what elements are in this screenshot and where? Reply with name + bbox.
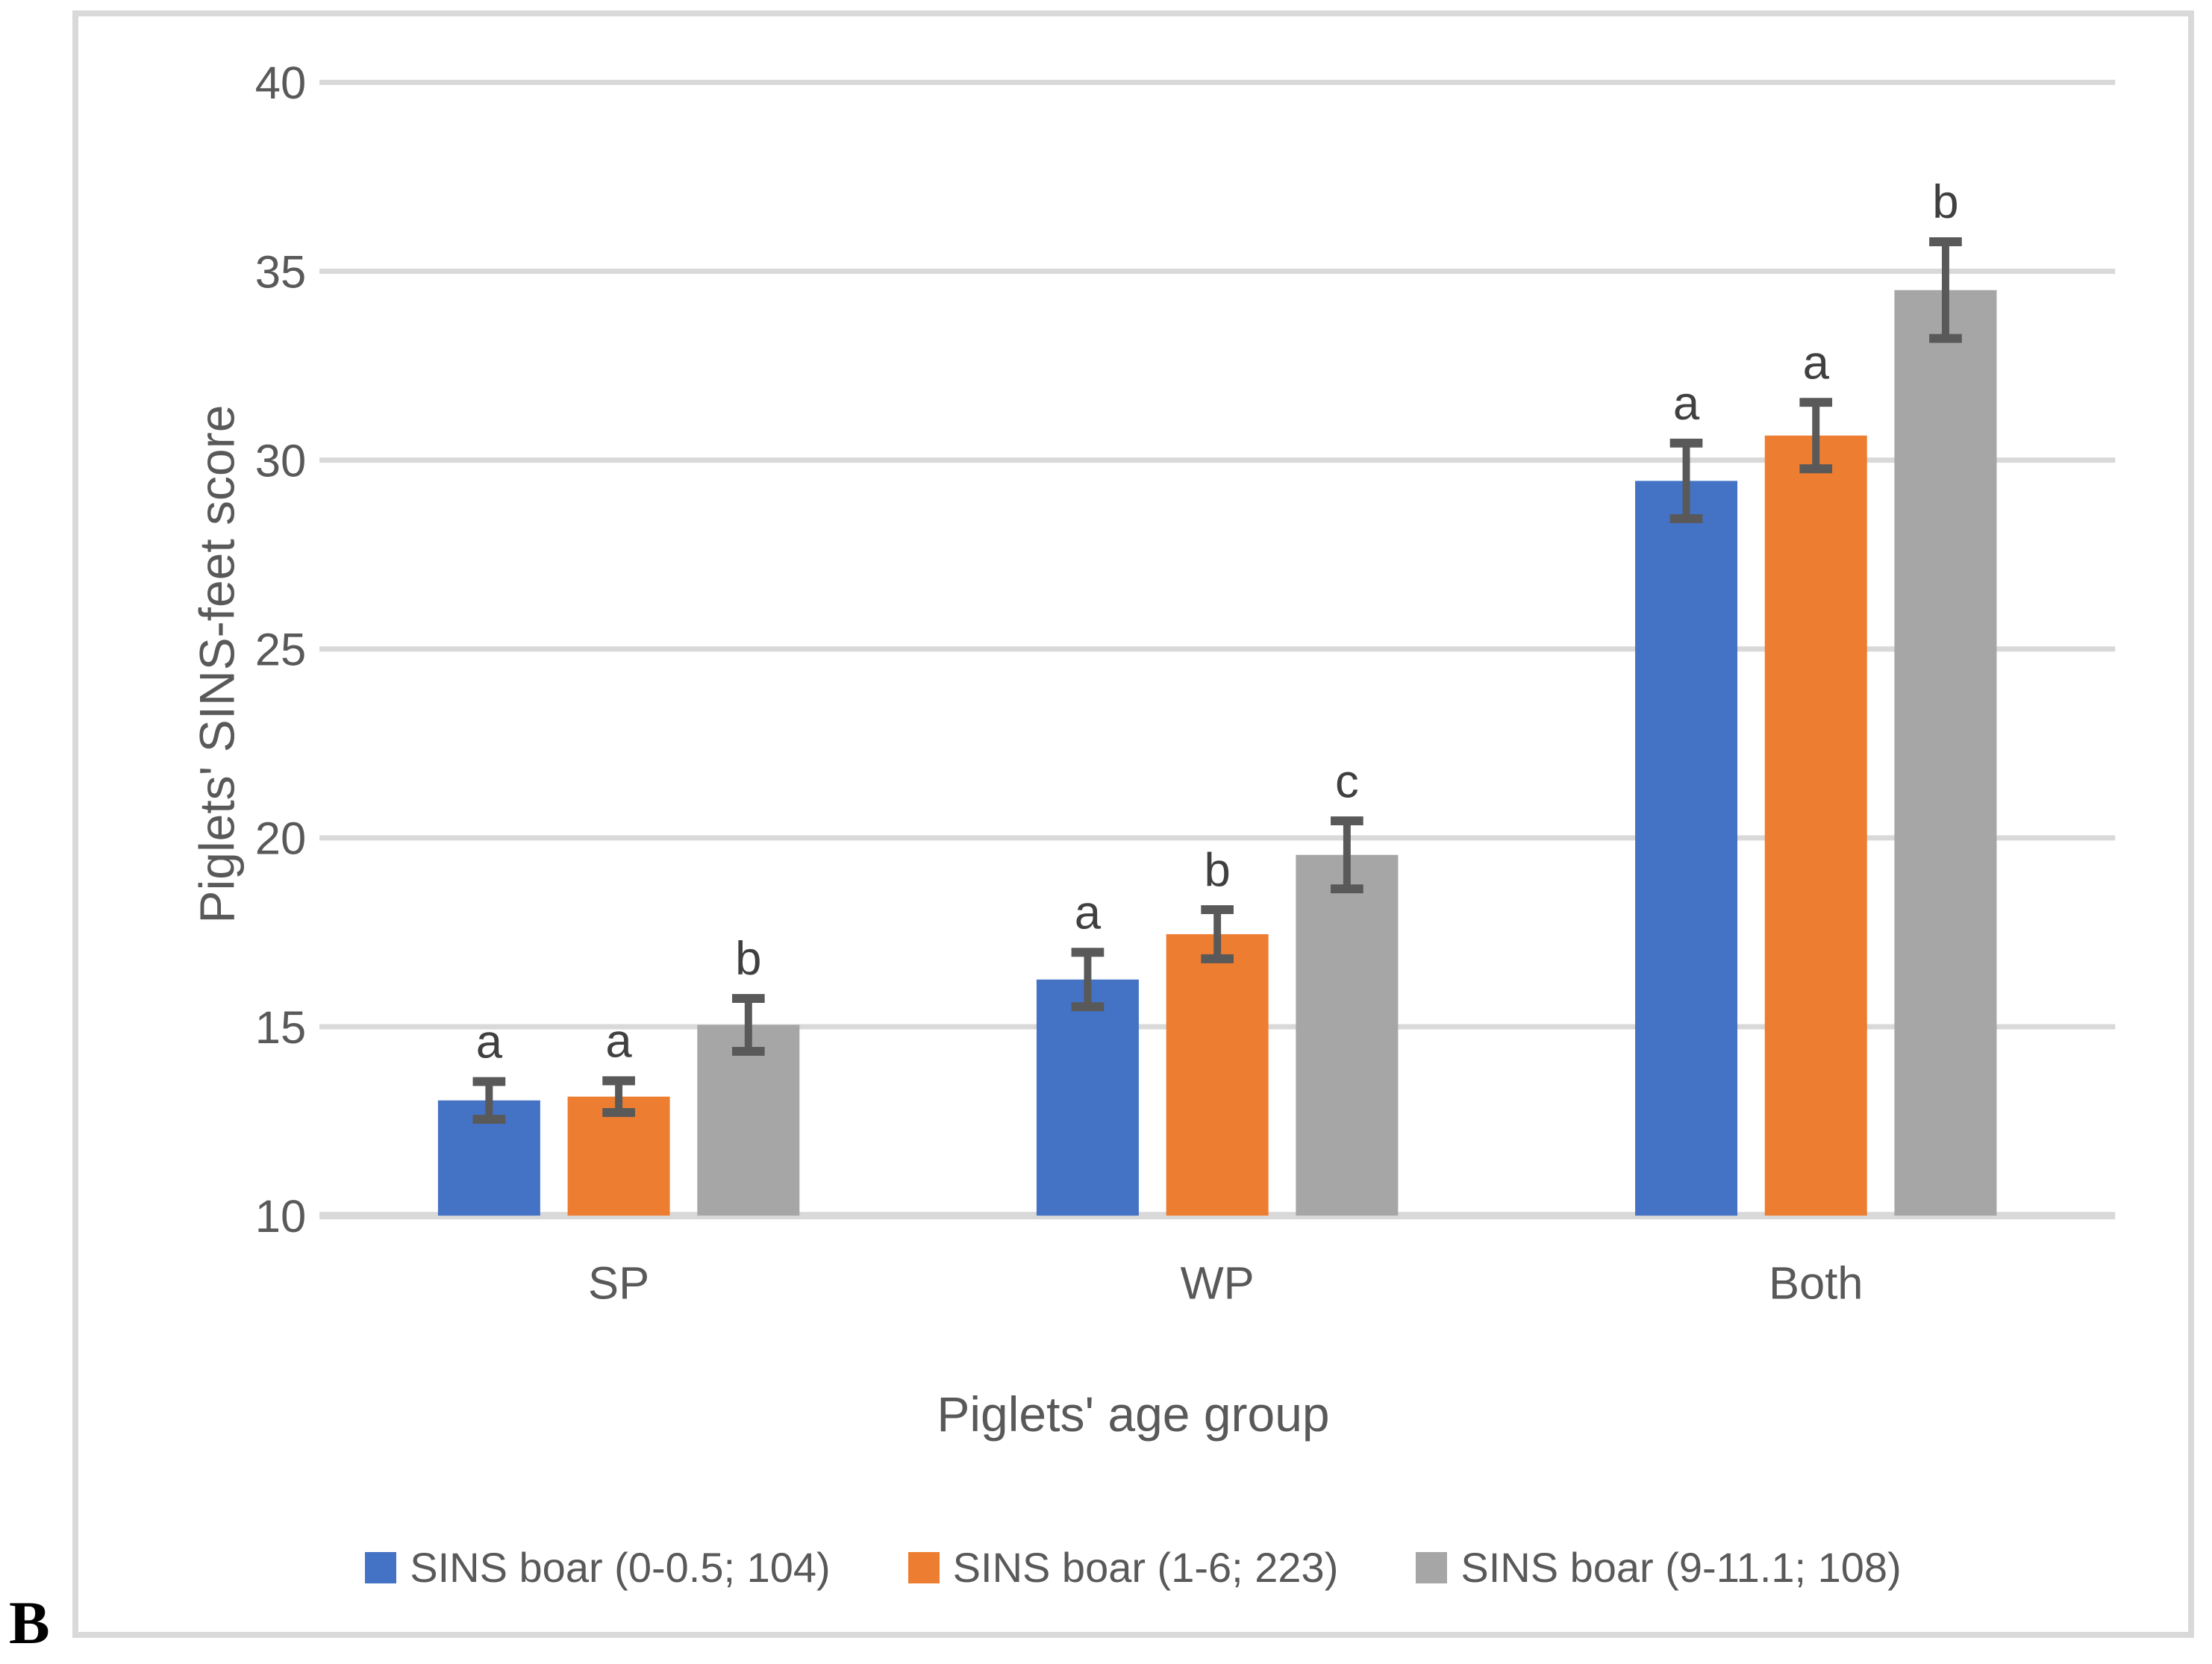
bar-chart-plot: 10 15 20 25 30 35 40 SP a a b WP a b c Both a a b <box>255 57 2116 1309</box>
significance-letter: a <box>1803 336 1830 389</box>
y-tick-label: 30 <box>255 435 306 487</box>
legend-label: SINS boar (1-6; 223) <box>952 1544 1339 1591</box>
legend-label: SINS boar (0-0.5; 104) <box>410 1544 831 1591</box>
bar <box>1894 290 1997 1216</box>
legend-swatch-icon <box>907 1551 940 1583</box>
x-tick-label: WP <box>1181 1257 1255 1309</box>
bar <box>697 1025 800 1216</box>
bar <box>1635 481 1738 1216</box>
legend-label: SINS boar (9-11.1; 108) <box>1460 1544 1902 1591</box>
significance-letter: b <box>1932 175 1958 228</box>
chart-frame: 10 15 20 25 30 35 40 SP a a b WP a b c Both a a b Piglets'… <box>72 10 2194 1638</box>
bar <box>1166 933 1269 1216</box>
legend-item: SINS boar (1-6; 223) <box>907 1543 1339 1592</box>
legend-swatch-icon <box>1416 1551 1448 1583</box>
y-tick-label: 20 <box>255 813 306 865</box>
y-axis-title: Piglets' SINS-feet score <box>175 93 257 1235</box>
legend-item: SINS boar (0-0.5; 104) <box>365 1543 831 1592</box>
y-tick-label: 15 <box>255 1002 306 1054</box>
y-axis-title-text: Piglets' SINS-feet score <box>189 404 244 924</box>
significance-letter: a <box>476 1016 503 1069</box>
y-tick-label: 25 <box>255 625 306 676</box>
legend-item: SINS boar (9-11.1; 108) <box>1416 1543 1902 1592</box>
significance-letter: b <box>1205 843 1231 896</box>
legend-swatch-icon <box>365 1551 397 1583</box>
significance-letter: a <box>1673 377 1700 430</box>
significance-letter: a <box>605 1015 632 1068</box>
bar <box>1764 435 1867 1216</box>
x-tick-label: Both <box>1769 1257 1863 1309</box>
y-tick-label: 35 <box>255 246 306 298</box>
significance-letter: b <box>735 932 761 985</box>
bar <box>1036 979 1139 1216</box>
legend: SINS boar (0-0.5; 104) SINS boar (1-6; 2… <box>78 1543 2188 1592</box>
bar <box>1296 854 1399 1216</box>
panel-label: B <box>9 1589 50 1657</box>
y-tick-label: 10 <box>255 1191 306 1242</box>
y-tick-label: 40 <box>255 57 306 109</box>
x-tick-label: SP <box>588 1257 649 1309</box>
significance-letter: c <box>1335 754 1359 807</box>
x-axis-title: Piglets' age group <box>937 1386 1330 1442</box>
significance-letter: a <box>1075 886 1102 939</box>
